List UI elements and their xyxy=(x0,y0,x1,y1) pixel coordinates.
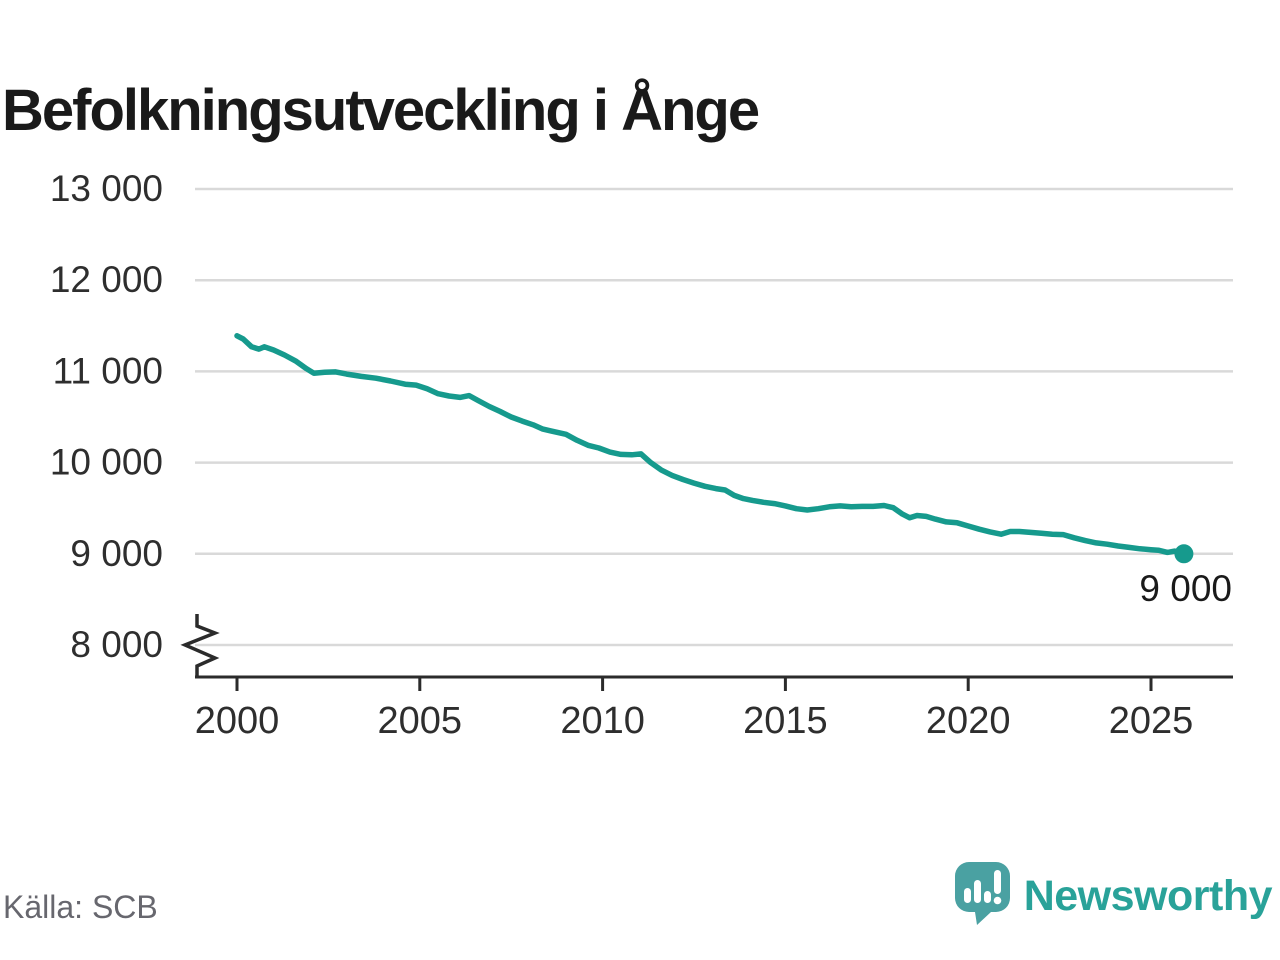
y-tick-label: 8 000 xyxy=(70,624,163,665)
newsworthy-wordmark: Newsworthy xyxy=(1023,871,1273,920)
x-tick-label: 2025 xyxy=(1109,700,1194,742)
source-note: Källa: SCB xyxy=(3,889,158,925)
end-point-label: 9 000 xyxy=(1139,568,1232,609)
newsworthy-logo-icon xyxy=(954,862,1010,930)
x-tick-label: 2005 xyxy=(378,700,463,742)
x-tick-label: 2015 xyxy=(743,700,828,742)
y-tick-label: 11 000 xyxy=(53,350,163,391)
population-line xyxy=(234,333,1187,557)
x-tick-label: 2010 xyxy=(560,700,645,742)
y-tick-label: 12 000 xyxy=(50,259,163,300)
x-tick-label: 2000 xyxy=(195,700,280,742)
chart-title: Befolkningsutveckling i Ånge xyxy=(2,77,760,143)
y-tick-label: 13 000 xyxy=(50,168,163,209)
y-tick-label: 10 000 xyxy=(50,442,163,483)
newsworthy-branding: Newsworthy xyxy=(954,862,1273,930)
end-point-dot xyxy=(1174,544,1194,564)
y-tick-label: 9 000 xyxy=(70,533,163,574)
axis-break-icon xyxy=(180,614,220,677)
x-tick-label: 2020 xyxy=(926,700,1011,742)
